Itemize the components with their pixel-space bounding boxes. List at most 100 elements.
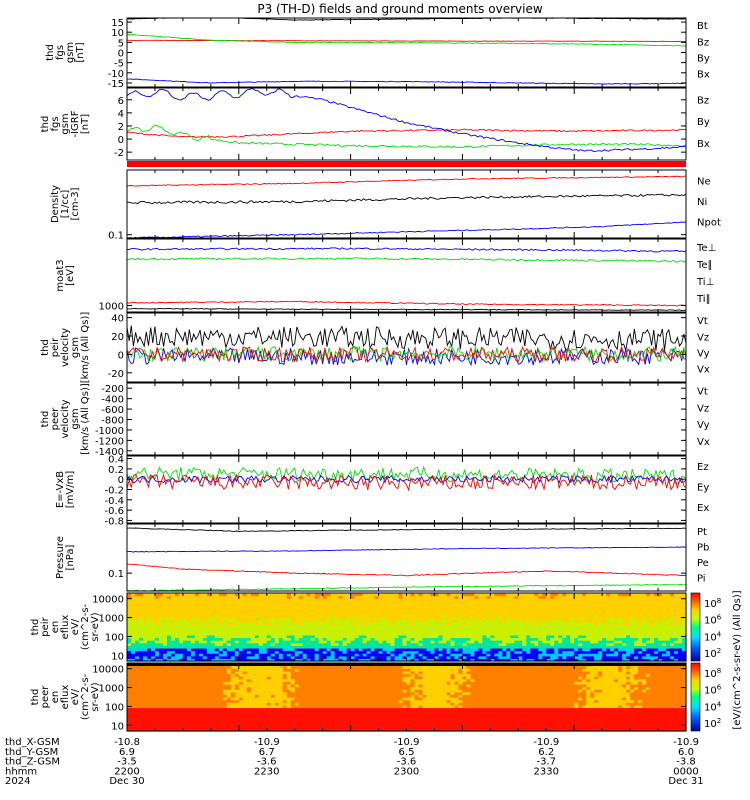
- heatmap-cell: [358, 627, 364, 631]
- heatmap-cell: [406, 621, 412, 625]
- heatmap-cell: [198, 634, 204, 639]
- heatmap-cell: [390, 613, 396, 618]
- heatmap-cell: [206, 593, 212, 597]
- heatmap-cell: [306, 653, 312, 657]
- heatmap-cell: [282, 647, 288, 652]
- heatmap-cell: [450, 613, 456, 618]
- heatmap-cell: [278, 645, 284, 649]
- heatmap-cell: [134, 650, 140, 654]
- heatmap-cell: [542, 603, 547, 607]
- heatmap-cell: [270, 640, 276, 644]
- heatmap-cell: [322, 619, 328, 623]
- heatmap-cell: [470, 642, 475, 646]
- heatmap-cell: [127, 653, 132, 657]
- ytick-label: 1000: [99, 302, 124, 313]
- heatmap-cell: [202, 647, 208, 652]
- heatmap-cell: [582, 598, 587, 602]
- heatmap-cell: [206, 728, 212, 732]
- heatmap-cell: [218, 593, 224, 597]
- heatmap-cell: [366, 629, 372, 633]
- heatmap-cell: [518, 653, 523, 657]
- heatmap-cell: [558, 593, 563, 597]
- heatmap-cell: [514, 593, 519, 597]
- heatmap-cell: [266, 611, 272, 615]
- heatmap-cell: [466, 606, 471, 610]
- heatmap-cell: [366, 655, 372, 659]
- heatmap-cell: [526, 619, 531, 623]
- heatmap-cell: [430, 717, 436, 722]
- heatmap-cell: [218, 715, 224, 719]
- heatmap-cell: [162, 650, 168, 654]
- heatmap-cell: [414, 621, 420, 625]
- heatmap-cell: [142, 728, 148, 732]
- heatmap-cell: [538, 658, 543, 662]
- heatmap-cell: [194, 728, 200, 732]
- heatmap-cell: [142, 593, 148, 597]
- heatmap-cell: [278, 606, 284, 610]
- heatmap-cell: [658, 603, 663, 607]
- heatmap-cell: [678, 606, 683, 610]
- heatmap-cell: [258, 634, 264, 639]
- heatmap-cell: [462, 728, 467, 732]
- heatmap-cell: [262, 629, 268, 633]
- heatmap-cell: [502, 608, 507, 612]
- heatmap-cell: [682, 608, 687, 612]
- heatmap-cell: [582, 627, 587, 631]
- heatmap-cell: [362, 629, 368, 633]
- heatmap-cell: [622, 627, 627, 631]
- heatmap-cell: [258, 629, 264, 633]
- legend-Ni: Ni: [697, 197, 707, 208]
- heatmap-cell: [306, 611, 312, 615]
- heatmap-cell: [574, 629, 579, 633]
- heatmap-cell: [286, 715, 292, 719]
- heatmap-cell: [678, 616, 683, 620]
- heatmap-cell: [306, 723, 312, 727]
- heatmap-cell: [418, 595, 424, 599]
- heatmap-cell: [378, 608, 384, 612]
- heatmap-cell: [214, 621, 220, 625]
- heatmap-cell: [622, 632, 627, 636]
- heatmap-cell: [258, 647, 264, 652]
- heatmap-cell: [674, 619, 679, 623]
- heatmap-cell: [462, 723, 467, 727]
- heatmap-cell: [210, 593, 216, 597]
- heatmap-cell: [278, 611, 284, 615]
- heatmap-cell: [658, 595, 663, 599]
- heatmap-cell: [638, 637, 643, 641]
- heatmap-cell: [410, 606, 416, 610]
- heatmap-cell: [570, 624, 575, 628]
- heatmap-cell: [250, 619, 256, 623]
- heatmap-cell: [222, 632, 228, 636]
- heatmap-cell: [334, 715, 340, 719]
- heatmap-cell: [250, 723, 256, 727]
- heatmap-cell: [634, 632, 639, 636]
- heatmap-cell: [170, 621, 176, 625]
- heatmap-cell: [682, 632, 687, 636]
- heatmap-cell: [218, 603, 224, 607]
- heatmap-cell: [506, 725, 511, 729]
- heatmap-cell: [270, 619, 276, 623]
- heatmap-cell: [558, 598, 563, 602]
- heatmap-cell: [134, 600, 140, 605]
- heatmap-cell: [402, 629, 408, 633]
- heatmap-cell: [330, 619, 336, 623]
- heatmap-cell: [154, 616, 160, 620]
- heatmap-cell: [290, 624, 296, 628]
- heatmap-cell: [558, 640, 563, 644]
- heatmap-cell: [418, 632, 424, 636]
- heatmap-cell: [430, 655, 436, 659]
- heatmap-cell: [442, 621, 448, 625]
- heatmap-cell: [442, 629, 448, 633]
- heatmap-cell: [602, 634, 607, 639]
- heatmap-cell: [202, 627, 208, 631]
- heatmap-cell: [154, 717, 160, 722]
- heatmap-cell: [514, 725, 519, 729]
- heatmap-cell: [434, 653, 440, 657]
- heatmap-cell: [554, 658, 559, 662]
- heatmap-cell: [370, 616, 376, 620]
- heatmap-cell: [270, 717, 276, 722]
- heatmap-cell: [258, 600, 264, 605]
- heatmap-cell: [554, 650, 559, 654]
- heatmap-cell: [354, 653, 360, 657]
- heatmap-cell: [618, 616, 623, 620]
